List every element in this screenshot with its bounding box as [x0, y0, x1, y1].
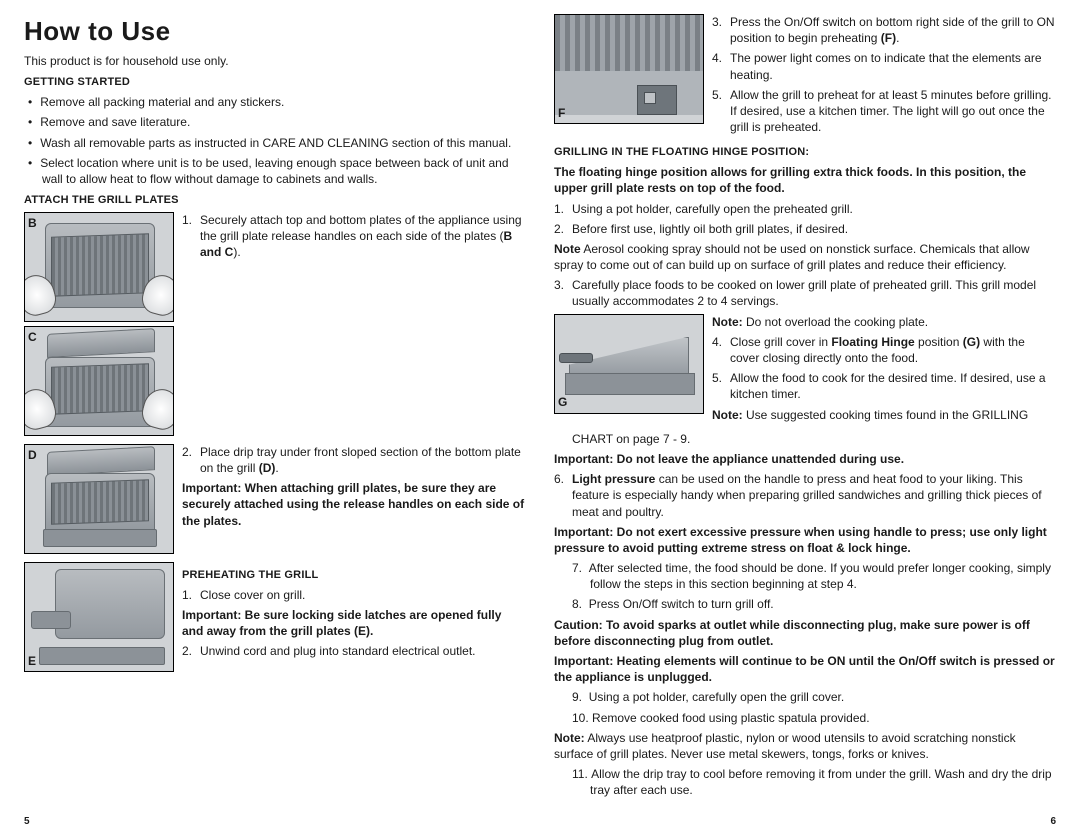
note: Note: Always use heatproof plastic, nylo… [554, 730, 1056, 762]
list-item: 10. Remove cooked food using plastic spa… [554, 710, 1056, 726]
list-item: 1.Using a pot holder, carefully open the… [554, 201, 1056, 217]
getting-started-heading: GETTING STARTED [24, 75, 526, 90]
list-item: 2. Place drip tray under front sloped se… [182, 444, 526, 476]
figure-label: D [28, 447, 37, 463]
list-item: 1.Close cover on grill. [182, 587, 526, 603]
list-item: 2.Unwind cord and plug into standard ele… [182, 643, 526, 659]
figure-label: B [28, 215, 37, 231]
figure-row-b: B C 1. Securely attach top and bottom pl… [24, 212, 526, 440]
page-number: 5 [24, 815, 30, 829]
list-item: 4.Close grill cover in Floating Hinge po… [712, 334, 1056, 366]
list-item: 4.The power light comes on to indicate t… [712, 50, 1056, 82]
intro-text: This product is for household use only. [24, 53, 526, 69]
left-column: How to Use This product is for household… [24, 14, 526, 824]
note: Note Aerosol cooking spray should not be… [554, 241, 1056, 273]
list-item: 8. Press On/Off switch to turn grill off… [554, 596, 1056, 612]
page-number: 6 [1050, 815, 1056, 829]
list-item: 2.Before first use, lightly oil both gri… [554, 221, 1056, 237]
figure-label: C [28, 329, 37, 345]
figure-f: F [554, 14, 704, 124]
list-item: Remove and save literature. [28, 114, 526, 130]
important-note: Important: Do not exert excessive pressu… [554, 524, 1056, 556]
list-item: 7. After selected time, the food should … [554, 560, 1056, 592]
list-item: 5.Allow the grill to preheat for at leas… [712, 87, 1056, 136]
figure-e: E [24, 562, 174, 672]
list-item: Select location where unit is to be used… [28, 155, 526, 187]
preheat-heading: PREHEATING THE GRILL [182, 568, 526, 583]
list-item: Remove all packing material and any stic… [28, 94, 526, 110]
chart-line: CHART on page 7 - 9. [554, 431, 1056, 447]
list-item: 9. Using a pot holder, carefully open th… [554, 689, 1056, 705]
figure-row-f: F 3.Press the On/Off switch on bottom ri… [554, 14, 1056, 139]
important-note: Important: Heating elements will continu… [554, 653, 1056, 685]
list-item: 11. Allow the drip tray to cool before r… [554, 766, 1056, 798]
important-note: Important: Do not leave the appliance un… [554, 451, 1056, 467]
floating-heading: GRILLING IN THE FLOATING HINGE POSITION: [554, 145, 1056, 160]
note: Note: Use suggested cooking times found … [712, 407, 1056, 423]
important-note: Important: Be sure locking side latches … [182, 607, 526, 639]
figure-row-g: G Note: Do not overload the cooking plat… [554, 314, 1056, 427]
figure-label: E [28, 653, 36, 669]
caution-note: Caution: To avoid sparks at outlet while… [554, 617, 1056, 649]
getting-started-list: Remove all packing material and any stic… [24, 94, 526, 187]
list-item: 3.Press the On/Off switch on bottom righ… [712, 14, 1056, 46]
figure-b: B [24, 212, 174, 322]
attach-heading: ATTACH THE GRILL PLATES [24, 193, 526, 208]
floating-intro: The floating hinge position allows for g… [554, 164, 1056, 196]
page-title: How to Use [24, 14, 526, 49]
figure-row-d: D 2. Place drip tray under front sloped … [24, 444, 526, 558]
important-note: Important: When attaching grill plates, … [182, 480, 526, 529]
list-item: 1. Securely attach top and bottom plates… [182, 212, 526, 261]
figure-label: G [558, 394, 567, 410]
figure-g: G [554, 314, 704, 414]
right-column: F 3.Press the On/Off switch on bottom ri… [554, 14, 1056, 824]
list-item: 3.Carefully place foods to be cooked on … [554, 277, 1056, 309]
list-item: Wash all removable parts as instructed i… [28, 135, 526, 151]
figure-label: F [558, 105, 565, 121]
figure-c: C [24, 326, 174, 436]
figure-row-e: E PREHEATING THE GRILL 1.Close cover on … [24, 562, 526, 676]
list-item: 5.Allow the food to cook for the desired… [712, 370, 1056, 402]
figure-d: D [24, 444, 174, 554]
list-item: 6.Light pressure can be used on the hand… [554, 471, 1056, 520]
note: Note: Do not overload the cooking plate. [712, 314, 1056, 330]
